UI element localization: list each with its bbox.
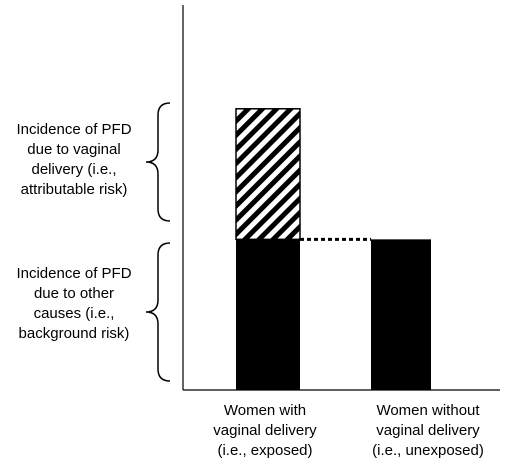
- background-risk-label-line: Incidence of PFD: [16, 265, 132, 282]
- x-tick-label-line: vaginal delivery: [376, 422, 480, 439]
- x-tick-label-line: (i.e., unexposed): [372, 442, 484, 459]
- background-risk-label-line: background risk): [18, 325, 130, 342]
- background-risk-label: Incidence of PFD due to other causes (i.…: [0, 264, 148, 344]
- x-tick-label-line: Women without: [376, 402, 480, 419]
- background-risk-brace: [145, 242, 171, 382]
- attributable-risk-brace: [145, 102, 171, 222]
- attributable-risk-label-line: attributable risk): [20, 181, 128, 198]
- x-tick-label-line: vaginal delivery: [213, 422, 317, 439]
- background-risk-label-line: due to other: [33, 285, 115, 302]
- background-risk-label-line: causes (i.e.,: [33, 305, 115, 322]
- attributable-risk-label-line: due to vaginal: [27, 141, 121, 158]
- x-tick-label-unexposed: Women without vaginal delivery (i.e., un…: [354, 401, 502, 461]
- attributable-risk-label-line: delivery (i.e.,: [31, 161, 117, 178]
- attributable-risk-label: Incidence of PFD due to vaginal delivery…: [0, 120, 148, 200]
- bar-background-risk-0: [236, 239, 300, 390]
- x-tick-label-line: Women with: [223, 402, 307, 419]
- attributable-risk-label-line: Incidence of PFD: [16, 121, 132, 138]
- x-tick-label-line: (i.e., exposed): [217, 442, 313, 459]
- bar-attributable-risk-0: [235, 108, 301, 241]
- x-tick-label-exposed: Women with vaginal delivery (i.e., expos…: [190, 401, 340, 461]
- bar-background-risk-1: [371, 239, 431, 390]
